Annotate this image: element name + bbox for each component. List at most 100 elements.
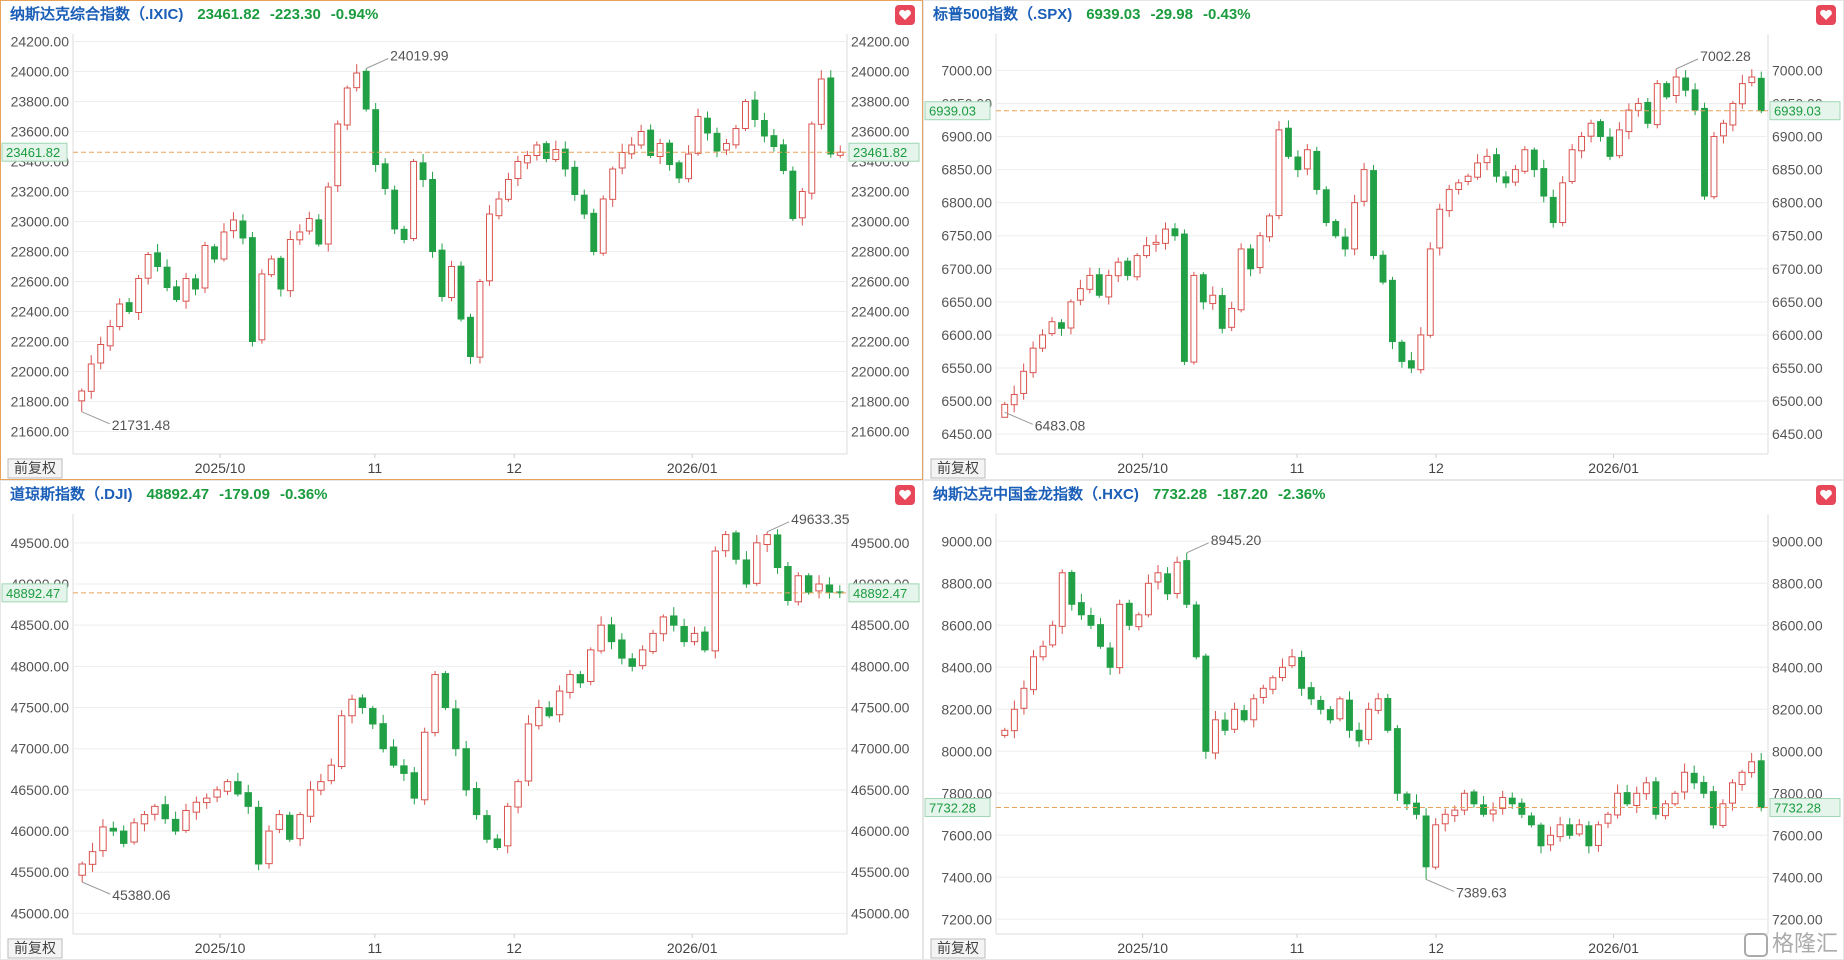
heart-icon[interactable] — [895, 485, 915, 505]
candle-body — [429, 179, 436, 252]
heart-icon[interactable] — [895, 5, 915, 25]
candle-body — [1152, 241, 1160, 245]
adjustment-toggle-label: 前复权 — [14, 460, 56, 476]
y-tick-left: 23200.00 — [11, 184, 70, 200]
candle — [306, 781, 315, 823]
x-tick-label: 2025/10 — [1117, 460, 1168, 476]
candle — [1644, 97, 1652, 129]
candle-body — [1124, 260, 1132, 276]
candle — [429, 171, 436, 258]
adjustment-toggle-button[interactable]: 前复权 — [930, 938, 986, 959]
y-tick-right: 24000.00 — [851, 64, 910, 80]
candle — [1691, 83, 1699, 116]
hxc-chart-panel[interactable]: 纳斯达克中国金龙指数（.HXC) 7732.28 -187.20 -2.36% 9000… — [923, 480, 1844, 960]
y-tick-left: 6600.00 — [941, 327, 992, 343]
candle-body — [448, 266, 455, 299]
candle-body — [324, 186, 332, 245]
y-tick-left: 7000.00 — [941, 62, 992, 78]
candle-body — [1285, 127, 1292, 157]
candle-body — [182, 809, 190, 831]
candle — [1067, 299, 1075, 335]
candle — [1341, 228, 1349, 257]
heart-icon-shape — [899, 9, 911, 20]
candle — [711, 546, 719, 659]
candle-body — [1143, 245, 1151, 257]
candle-body — [732, 128, 740, 146]
candle-body — [618, 639, 626, 659]
candle-body — [78, 390, 86, 402]
candle — [659, 614, 668, 642]
candle-body — [230, 219, 237, 232]
heart-icon-shape — [1820, 9, 1832, 20]
adjustment-toggle-button[interactable]: 前复权 — [7, 458, 63, 479]
heart-icon[interactable] — [1816, 485, 1836, 505]
candle-body — [1389, 279, 1396, 343]
candle-body — [1511, 169, 1519, 183]
heart-icon[interactable] — [1816, 5, 1836, 25]
y-tick-left: 7800.00 — [941, 785, 992, 801]
candle-body — [1116, 603, 1124, 669]
candle-body — [213, 789, 221, 798]
min-leader — [81, 411, 110, 425]
y-tick-right: 23200.00 — [851, 184, 910, 200]
candle — [763, 531, 771, 553]
candle — [462, 740, 470, 797]
y-tick-left: 45500.00 — [11, 864, 70, 880]
candle-body — [1029, 347, 1037, 374]
candle-body — [1493, 154, 1500, 177]
ixic-chart-panel[interactable]: 纳斯达克综合指数（.IXIC) 23461.82 -223.30 -0.94% 2420… — [0, 0, 923, 480]
candle — [1748, 752, 1756, 778]
current-price-label-right: 7732.28 — [1774, 801, 1821, 816]
candle — [265, 825, 273, 869]
candle-body — [1039, 645, 1047, 658]
candle-body — [535, 707, 543, 727]
current-price-tag-right — [848, 142, 920, 162]
candle-body — [286, 814, 294, 840]
candle-body — [87, 363, 95, 392]
candle-body — [524, 723, 533, 782]
adjustment-toggle-button[interactable]: 前复权 — [7, 938, 63, 959]
dji-chart-panel[interactable]: 道琼斯指数（.DJI) 48892.47 -179.09 -0.36% 49500.00… — [0, 480, 923, 960]
y-tick-left: 6750.00 — [941, 228, 992, 244]
candle-body — [78, 863, 86, 876]
candle — [244, 784, 252, 814]
candle — [438, 243, 446, 302]
candle-body — [1644, 101, 1652, 124]
adjustment-toggle-button[interactable]: 前复权 — [930, 458, 986, 479]
candle-body — [400, 228, 408, 240]
candle-body — [1231, 708, 1239, 730]
candle-body — [410, 161, 418, 239]
candle — [704, 111, 711, 141]
index-change: -179.09 — [219, 486, 270, 503]
candle — [1451, 805, 1459, 822]
candle-body — [1341, 236, 1349, 250]
index-change: -187.20 — [1217, 486, 1268, 503]
max-label: 7002.28 — [1700, 48, 1751, 64]
candle — [1709, 785, 1717, 829]
spx-chart-panel[interactable]: 标普500指数（.SPX) 6939.03 -29.98 -0.43% 7000.00 7… — [923, 0, 1844, 480]
candle — [135, 274, 143, 321]
candle — [1106, 642, 1114, 675]
y-tick-right: 45500.00 — [851, 864, 910, 880]
y-tick-left: 6850.00 — [941, 162, 992, 178]
candle — [1247, 244, 1255, 277]
candle — [680, 618, 688, 647]
candle — [1389, 276, 1396, 350]
candle — [223, 779, 232, 796]
candle-body — [804, 575, 813, 593]
candle-body — [571, 166, 579, 196]
candle — [201, 241, 209, 294]
candle-body — [1355, 729, 1363, 742]
candle — [1114, 257, 1122, 283]
y-tick-left: 48000.00 — [11, 658, 70, 674]
y-tick-right: 23800.00 — [851, 94, 910, 110]
candle-body — [1530, 149, 1538, 171]
y-tick-right: 45000.00 — [851, 905, 910, 921]
candle — [1441, 808, 1449, 832]
candle-body — [1010, 708, 1018, 732]
candle — [389, 739, 398, 768]
candle-body — [784, 566, 792, 601]
candle-body — [1455, 182, 1463, 190]
candle-body — [239, 220, 247, 239]
candle — [154, 244, 162, 272]
